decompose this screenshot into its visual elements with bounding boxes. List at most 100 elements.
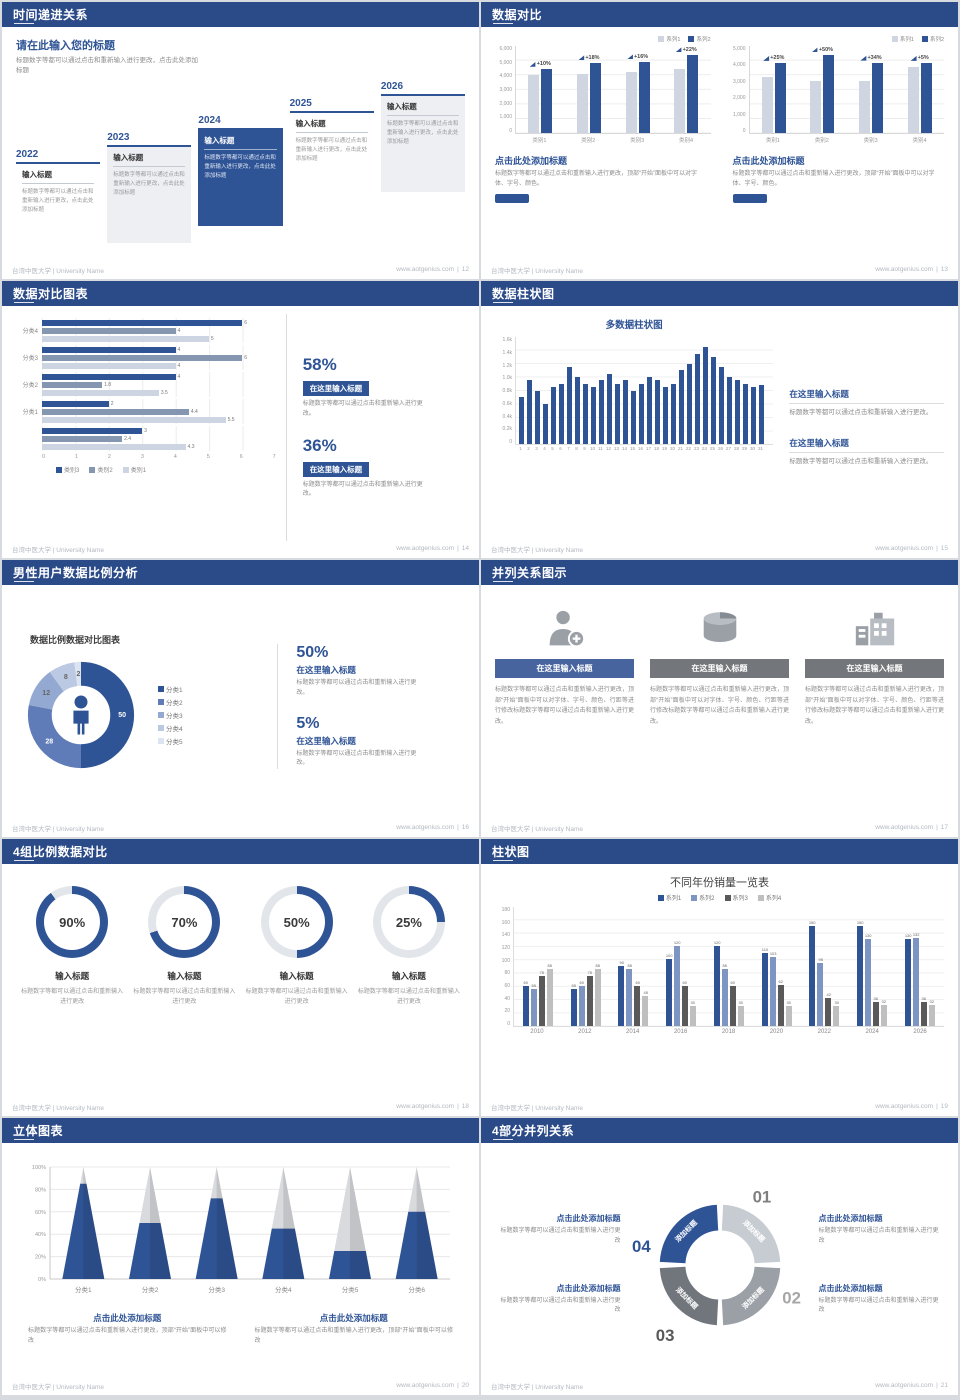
donut-value-label: 8 (64, 674, 68, 681)
chart-title: 数据比例数据对比图表 (30, 635, 121, 645)
bars: 4 6 4 (42, 345, 276, 370)
slide-thumbnail-19[interactable]: 柱状图 不同年份销量一览表 系列1 系列2 系列3 系列4 180 160 140 120 1… (481, 839, 958, 1116)
bar (857, 926, 864, 1026)
footer-site: www.aotgenius.com (875, 266, 934, 273)
item-text: 标题数字等都可以通过点击和重新输入进行更改，顶部“开始”面板中可以对字体、字号、… (650, 687, 789, 725)
slide-footer: 台湾中医大学 | University Name www.aotgenius.c… (481, 264, 958, 279)
slide-thumbnail-13[interactable]: 数据对比 系列1 系列2 6,000 5,000 4,000 3,000 2,000 1,00… (481, 2, 958, 279)
footer-university: 台湾中医大学 | University Name (491, 1104, 583, 1112)
footer-university: 台湾中医大学 | University Name (491, 1383, 583, 1391)
x-tick-label: 类别2 (581, 138, 596, 144)
bar (737, 1006, 744, 1026)
timeline-card-title: 输入标题 (113, 153, 144, 163)
timeline-card: 输入标题 标题数字等都可以通过点击和重新输入进行更改，点击此处添加标题 (107, 147, 192, 244)
x-tick-label: 2012 (578, 1029, 592, 1035)
bar (42, 443, 186, 450)
stat-column: 50% 在这里输入标题 标题数字等都可以通过点击和重新输入进行更改。 5% 在这… (277, 644, 465, 769)
legend-item: 分类1 (158, 684, 183, 694)
bar-wrapper: 130 (865, 907, 872, 1026)
bar-line: 4 (42, 373, 276, 380)
x-tick-label: 类别1 (532, 138, 547, 144)
footer-page-number: 13 (940, 266, 948, 273)
slide-footer: 台湾中医大学 | University Name www.aotgenius.c… (481, 543, 958, 558)
bar-group: 55 60 75 85 (570, 907, 601, 1026)
timeline-card-text: 标题数字等都可以通过点击和重新输入进行更改，点击此处添加标题 (386, 121, 459, 145)
chart-plot: 5,000 4,000 3,000 2,000 1,000 0 +25% +50% +34% +5… (729, 46, 944, 134)
y-tick-label: 40% (35, 1232, 46, 1238)
bar-wrapper: 60 (522, 907, 529, 1026)
text-column: 点击此处添加标题 标题数字等都可以通过点击和重新输入进行更改 点击此处添加标题 … (819, 1213, 945, 1315)
x-tick-label: 7 (272, 454, 276, 460)
accent-bar (495, 194, 529, 204)
footer-university: 台湾中医大学 | University Name (12, 1104, 104, 1112)
bar (42, 435, 123, 442)
donut-segment (49, 662, 79, 692)
value-label: 4 (177, 373, 181, 380)
slide-thumbnail-16[interactable]: 男性用户数据比例分析 数据比例数据对比图表 50 28 12 8 2 分类1 分类2 分类3… (2, 560, 479, 837)
bar (535, 390, 540, 444)
progress-value: 50% (283, 914, 310, 930)
slide-header: 立体图表 (2, 1118, 479, 1143)
grouped-bar-chart: 系列1 系列2 6,000 5,000 4,000 3,000 2,000 1,000 0 +10… (495, 35, 711, 144)
medical-person-icon (549, 610, 585, 648)
slide-body: 在这里输入标题 标题数字等都可以通过点击和重新输入进行更改，顶部“开始”面板中可… (481, 585, 958, 822)
y-tick-label: 140 (501, 932, 510, 939)
cylinder-icon (703, 612, 736, 642)
slide-thumbnail-20[interactable]: 立体图表 100% 80% 60% 40% 20% 0% 分类1 分类2 分类3 分类4 分类5 分类… (2, 1118, 479, 1395)
stat-block: 36% 在这里输入标题 标题数字等都可以通过点击和重新输入进行更改。 (302, 436, 465, 500)
value-label: 75 (587, 970, 592, 976)
slide-body: 100% 80% 60% 40% 20% 0% 分类1 分类2 分类3 分类4 分类5 分类6 点击此… (2, 1143, 479, 1380)
timeline-item: 2024 输入标题 标题数字等都可以通过点击和重新输入进行更改，点击此处添加标题 (198, 115, 283, 260)
value-label: 30 (834, 1000, 839, 1006)
y-tick-label: 5,000 (732, 46, 746, 52)
bar-group: 130 132 36 32 (905, 907, 936, 1026)
slide-thumbnail-12[interactable]: 时间递进关系 请在此输入您的标题 标题数字等都可以通过点击和重新输入进行更改，点… (2, 2, 479, 279)
bars: 4 1.8 3.5 (42, 372, 276, 397)
timeline-card: 输入标题 标题数字等都可以通过点击和重新输入进行更改，点击此处添加标题 (16, 164, 101, 261)
cone-shade (216, 1167, 238, 1279)
legend-item: 类别2 (89, 465, 113, 474)
bar (546, 969, 553, 1026)
cone-value (129, 1223, 171, 1279)
value-label: 150 (856, 920, 864, 926)
slide-thumbnail-17[interactable]: 并列关系图示 在这里输入标题 标题数字等都可以通过点击和重新输入进行更改，顶部“… (481, 560, 958, 837)
plot-area (515, 337, 774, 445)
y-tick-label: 4,000 (499, 73, 512, 80)
parallel-item: 在这里输入标题 标题数字等都可以通过点击和重新输入进行更改，顶部“开始”面板中可… (805, 601, 944, 727)
bar-line: 1.8 (42, 381, 276, 388)
x-tick-label: 31 (758, 446, 764, 451)
bar-series1 (907, 66, 919, 133)
x-tick-label: 28 (734, 446, 740, 451)
bar (538, 976, 545, 1026)
x-tick-label: 2018 (721, 1029, 736, 1035)
bar (809, 926, 816, 1026)
bar (42, 427, 143, 434)
bar (42, 354, 243, 361)
x-tick-label: 30 (750, 446, 756, 451)
bar-series2 (920, 63, 932, 133)
stat-title: 在这里输入标题 (302, 381, 370, 397)
y-tick-label: 60 (504, 982, 510, 989)
y-tick-label: 0 (509, 439, 512, 445)
page-subtitle: 标题数字等都可以通过点击和重新输入进行更改，点击此处添加标题 (16, 57, 198, 75)
growth-label: +5% (910, 55, 929, 61)
bar-group: 分类2 4 1.8 3.5 (16, 372, 276, 397)
legend-item: 分类4 (158, 723, 183, 733)
bar-wrapper: 103 (769, 907, 776, 1026)
value-label: 32 (929, 999, 935, 1005)
footer-separator: | (457, 824, 459, 831)
slide-thumbnail-21[interactable]: 4部分并列关系 点击此处添加标题 标题数字等都可以通过点击和重新输入进行更改 点… (481, 1118, 958, 1395)
legend-item: 类别3 (56, 465, 79, 474)
slide-thumbnail-15[interactable]: 数据柱状图 多数据柱状图 1.6k 1.4k 1.2k 1.0k 0.8k 0.6k 0.4… (481, 281, 958, 558)
bar-group: +50% (810, 46, 835, 133)
block-title: 在这里输入标题 (789, 389, 849, 400)
slide-body: 多数据柱状图 1.6k 1.4k 1.2k 1.0k 0.8k 0.6k 0.4k 0.2k 0… (481, 306, 958, 543)
legend-swatch (89, 466, 96, 473)
x-tick-label: 21 (678, 446, 684, 451)
value-label: 45 (643, 990, 648, 996)
slide-thumbnail-18[interactable]: 4组比例数据对比 90% 输入标题 标题数字等都可以通过点击和重新输入进行更改 70%… (2, 839, 479, 1116)
bar-group: 分类3 4 6 4 (16, 345, 276, 370)
slide-thumbnail-14[interactable]: 数据对比图表 分类4 6 4 5 分类3 4 6 4 分类2 4 1.8 3.5 分类1 2 4.4 5.5 3… (2, 281, 479, 558)
footer-site-page: www.aotgenius.com | 16 (393, 824, 469, 831)
x-tick-label: 25 (710, 446, 716, 451)
